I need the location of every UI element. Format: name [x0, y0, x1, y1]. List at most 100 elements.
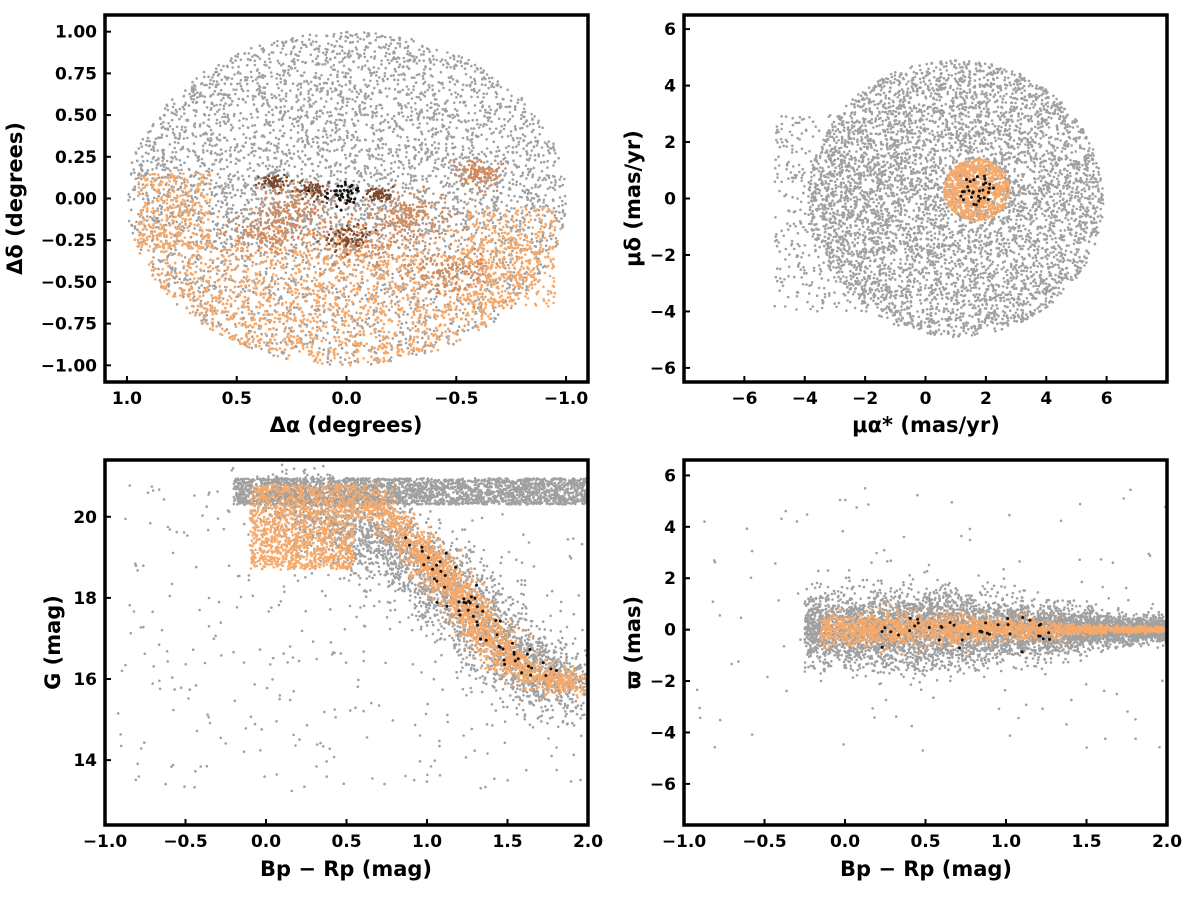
point — [482, 264, 486, 268]
point — [290, 107, 293, 110]
point — [417, 138, 421, 142]
point — [342, 75, 346, 79]
point — [447, 338, 450, 341]
point — [235, 88, 238, 92]
point — [210, 191, 214, 194]
point — [258, 71, 261, 75]
point — [194, 260, 197, 264]
point — [322, 348, 326, 352]
point — [324, 166, 328, 170]
point — [423, 343, 427, 347]
point — [200, 284, 203, 287]
point — [159, 122, 163, 126]
point — [352, 60, 355, 64]
point — [338, 37, 342, 40]
point — [414, 108, 417, 111]
point — [325, 50, 329, 54]
point — [311, 169, 315, 172]
point — [482, 180, 486, 183]
point — [384, 205, 388, 209]
point — [450, 164, 453, 167]
point — [447, 166, 451, 169]
point — [197, 253, 200, 257]
point — [369, 362, 373, 366]
point — [404, 287, 407, 290]
point — [402, 285, 405, 288]
point — [470, 81, 474, 84]
point — [521, 171, 525, 175]
point — [336, 73, 339, 77]
point — [361, 101, 364, 104]
point — [284, 271, 288, 275]
point — [309, 53, 313, 57]
point — [250, 242, 254, 246]
point — [503, 118, 506, 121]
point — [151, 124, 154, 128]
point — [363, 48, 367, 52]
point — [351, 49, 354, 53]
point — [307, 92, 310, 95]
point — [258, 44, 262, 47]
point — [226, 113, 230, 117]
point — [360, 213, 363, 216]
point — [289, 312, 292, 316]
point — [434, 133, 438, 136]
point — [318, 115, 322, 118]
point — [308, 98, 312, 101]
point — [427, 129, 431, 133]
point — [228, 93, 231, 97]
point — [389, 150, 393, 154]
point — [378, 177, 382, 181]
point — [218, 138, 222, 142]
point — [160, 205, 164, 209]
point — [284, 53, 288, 56]
point — [342, 278, 346, 281]
point — [263, 74, 267, 78]
point — [525, 151, 529, 155]
point — [177, 137, 180, 141]
point — [419, 92, 422, 96]
point — [532, 128, 535, 132]
point — [522, 238, 526, 242]
point — [188, 278, 192, 281]
point — [544, 204, 548, 207]
point — [342, 276, 346, 280]
point — [352, 350, 356, 354]
point — [322, 204, 326, 208]
point — [196, 280, 199, 284]
point — [363, 164, 367, 168]
point — [363, 101, 367, 105]
point — [501, 169, 505, 173]
point — [513, 207, 516, 210]
point — [348, 79, 352, 83]
point — [255, 241, 258, 245]
point — [411, 352, 414, 355]
point — [176, 281, 179, 284]
point — [409, 179, 413, 182]
point — [299, 277, 303, 281]
point — [177, 141, 180, 145]
point — [230, 123, 233, 127]
point — [310, 122, 313, 125]
point — [425, 177, 428, 180]
point — [277, 118, 281, 121]
point — [319, 249, 323, 252]
point — [208, 86, 211, 89]
point — [412, 85, 416, 88]
point — [232, 114, 236, 118]
point — [437, 142, 441, 145]
point — [378, 240, 382, 244]
point — [544, 193, 547, 197]
point — [200, 82, 203, 86]
point — [382, 120, 385, 124]
point — [432, 63, 436, 66]
point — [236, 104, 239, 107]
point — [212, 79, 216, 83]
point — [454, 168, 458, 171]
point — [409, 300, 413, 304]
point — [473, 79, 477, 83]
point — [404, 337, 408, 341]
point — [424, 143, 428, 146]
point — [194, 153, 197, 157]
point — [421, 44, 424, 48]
